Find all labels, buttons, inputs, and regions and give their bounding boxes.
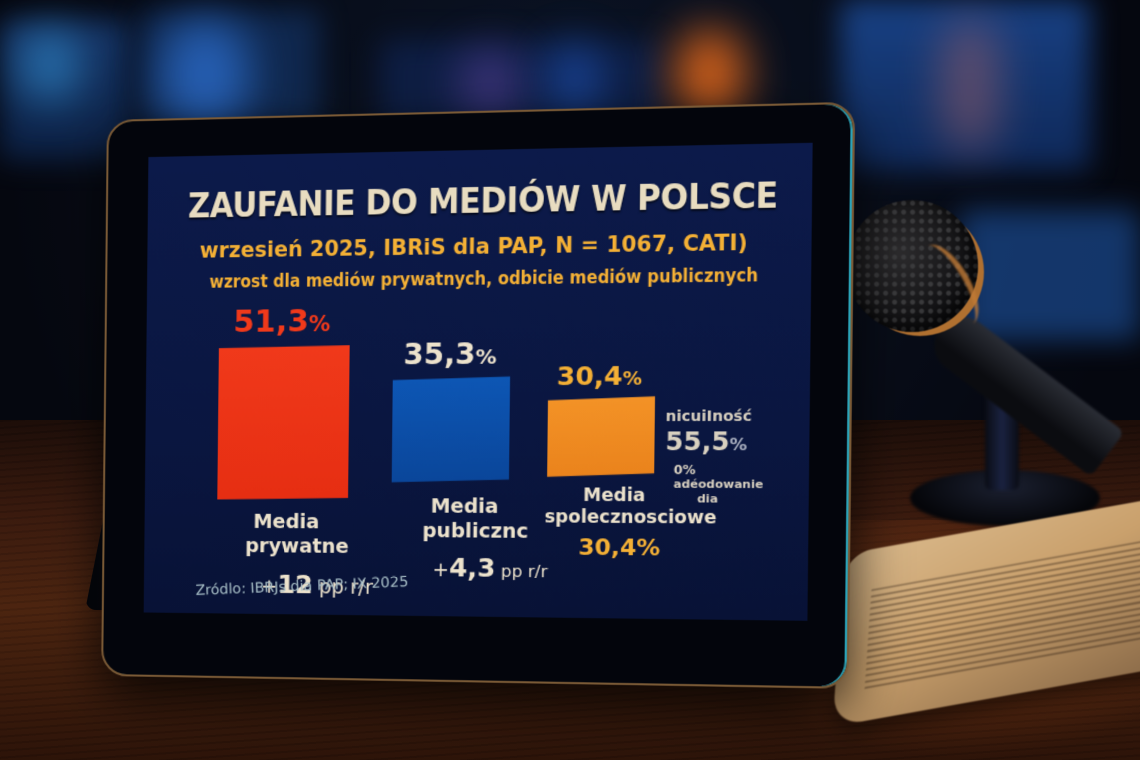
tablet-device: ZAUFANIE DO MEDIÓW W POLSCE wrzesień 202… <box>101 101 856 689</box>
bar-value-pct: % <box>622 368 643 390</box>
newspaper-text-lines <box>864 537 1140 691</box>
bar-label-line: spolecznosciowe <box>544 507 717 529</box>
bar-change-public: +4,3 pp r/r <box>432 553 547 584</box>
side-note-label: nicuiIność <box>665 408 752 426</box>
bar-label-private: Media prywatne <box>245 510 349 560</box>
chart-title: ZAUFANIE DO MEDIÓW W POLSCE <box>187 175 779 226</box>
bar-value-private: 51,3% <box>233 304 330 340</box>
bar-label-line: Media <box>253 510 320 534</box>
bar-value-number: 51,3 <box>233 303 310 340</box>
tablet-screen-chart: ZAUFANIE DO MEDIÓW W POLSCE wrzesień 202… <box>143 142 813 621</box>
background-bokeh-purple <box>460 50 520 120</box>
bar-label-line: Media <box>430 495 499 519</box>
bar-value-pct: % <box>308 311 331 337</box>
bar-label-line: Media <box>583 485 646 507</box>
chart-subtitle-2: wzrost dla mediów prywatnych, odbicie me… <box>209 265 759 293</box>
chart-subtitle: wrzesień 2025, IBRiS dla PAP, N = 1067, … <box>199 230 748 264</box>
bar-value-number: 35,3 <box>403 337 476 372</box>
bar-value-social: 30,4% <box>556 360 643 392</box>
background-monitor-right-lower <box>960 210 1140 340</box>
side-note-small-line2: dia <box>697 492 718 506</box>
background-bokeh-person <box>940 20 1000 150</box>
bar-public-media[interactable] <box>391 376 511 483</box>
side-note-small-line1: adéodowanie <box>673 477 764 492</box>
change-unit: pp r/r <box>495 561 548 582</box>
change-sign: + <box>432 558 450 582</box>
side-note-number: 55,5 <box>665 427 730 457</box>
bar-value-number: 30,4 <box>556 360 623 392</box>
bar-label-line: prywatne <box>245 534 349 558</box>
side-note-small-value: 0% <box>673 462 696 478</box>
side-note-value: 55,5% <box>665 427 747 456</box>
bar-label-public: Media publicznc <box>422 495 529 544</box>
microphone-icon <box>846 200 978 332</box>
background-bokeh-blue <box>160 20 250 130</box>
bar-value-public: 35,3% <box>403 337 497 371</box>
bar-value-pct: % <box>475 344 497 369</box>
change-number: 4,3 <box>448 552 496 583</box>
side-note-pct: % <box>729 434 748 455</box>
background-bokeh-blue-3 <box>550 45 600 115</box>
bar-private-media[interactable] <box>217 345 350 500</box>
bar-social-media[interactable] <box>547 396 656 477</box>
bar-extra-value-social: 30,4% <box>578 535 661 562</box>
bar-label-social: Media spolecznosciowe <box>544 485 717 530</box>
background-bokeh-blue-2 <box>20 30 80 100</box>
bar-label-line: publicznc <box>422 519 529 543</box>
